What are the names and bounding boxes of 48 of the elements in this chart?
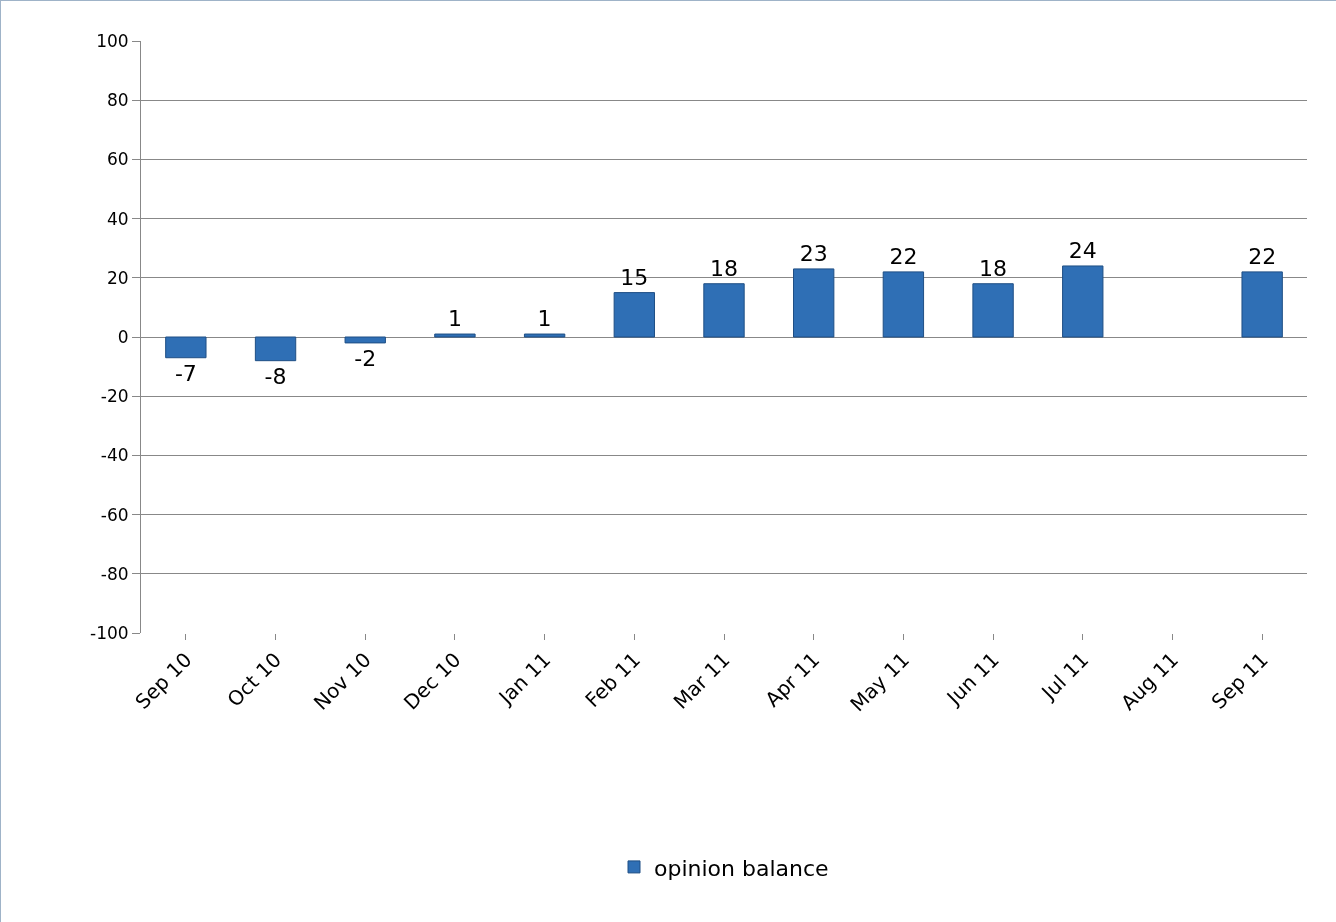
y-tick-label: -60 (100, 504, 129, 525)
data-label: 22 (889, 243, 918, 269)
data-label: -2 (354, 345, 377, 371)
x-tick-label: Oct 10 (222, 647, 287, 712)
bar (523, 333, 566, 338)
bar (254, 336, 297, 362)
bar (434, 333, 476, 338)
x-tick-label: Jul 11 (1035, 647, 1094, 706)
y-tick-label: -100 (90, 622, 129, 643)
bar (165, 336, 207, 359)
x-tick-label: Feb 11 (580, 647, 645, 713)
bar (882, 271, 925, 338)
y-tick-label: -40 (100, 445, 129, 466)
y-tick-label: 80 (106, 90, 129, 111)
x-tick-label: Jan 11 (492, 647, 556, 711)
y-tick-label: 40 (106, 208, 129, 229)
bar (613, 292, 655, 338)
data-label: -8 (264, 363, 287, 389)
data-label: 15 (620, 264, 649, 290)
x-tick-label: Nov 10 (308, 647, 376, 715)
x-tick-label: Mar 11 (668, 647, 735, 714)
data-label: 24 (1068, 237, 1097, 263)
x-tick-label: Dec 10 (398, 647, 466, 715)
bar (793, 268, 835, 338)
bar (703, 283, 745, 338)
x-tick-label: Jun 11 (940, 647, 1004, 711)
data-label: 23 (799, 240, 828, 266)
legend-label: opinion balance (654, 855, 829, 881)
bar (344, 336, 386, 344)
y-tick-label: 20 (106, 267, 129, 288)
y-tick-label: 100 (96, 30, 129, 51)
x-tick-label: Sep 10 (130, 647, 197, 714)
data-label: -7 (174, 360, 197, 386)
y-tick-label: 0 (117, 326, 129, 347)
data-label: 22 (1248, 243, 1277, 269)
x-tick-label: Aug 11 (1115, 647, 1184, 715)
data-label: 18 (710, 255, 738, 281)
bar (972, 283, 1014, 338)
bar (1062, 265, 1104, 338)
x-tick-label: Apr 11 (760, 647, 825, 712)
data-label: 1 (537, 306, 552, 332)
y-tick-label: -80 (100, 563, 129, 584)
y-tick-label: -20 (100, 386, 129, 407)
bar (1241, 271, 1283, 338)
data-label: 1 (447, 306, 462, 332)
y-tick-label: 60 (106, 149, 129, 170)
data-label: 18 (979, 255, 1008, 281)
x-tick-label: Sep 11 (1206, 647, 1273, 714)
